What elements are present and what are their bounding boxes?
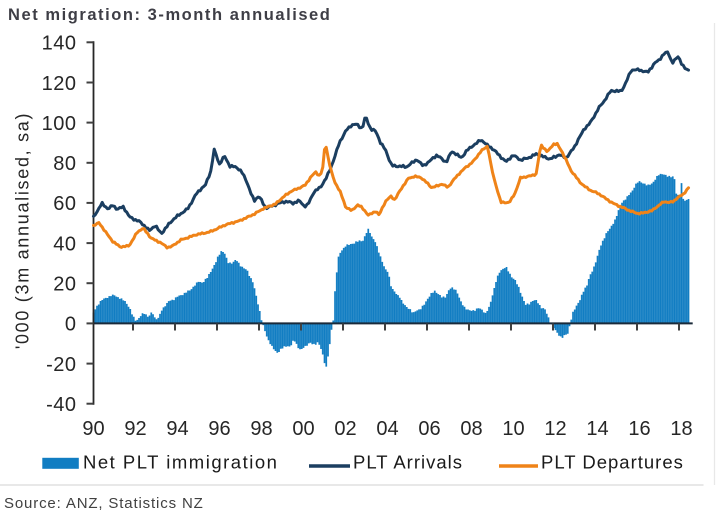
svg-text:'000 (3m annualised, sa): '000 (3m annualised, sa) [13,112,33,349]
svg-text:0: 0 [65,314,77,336]
svg-text:14: 14 [586,418,608,440]
svg-text:Source: ANZ, Statistics NZ: Source: ANZ, Statistics NZ [4,495,204,512]
svg-text:120: 120 [42,73,77,95]
svg-text:16: 16 [628,418,650,440]
svg-text:98: 98 [250,418,272,440]
svg-text:08: 08 [460,418,482,440]
svg-text:18: 18 [670,418,692,440]
svg-text:90: 90 [82,418,104,440]
svg-text:Net migration: 3-month annuali: Net migration: 3-month annualised [8,6,331,24]
svg-text:94: 94 [166,418,188,440]
svg-text:PLT Arrivals: PLT Arrivals [353,452,463,473]
svg-text:140: 140 [42,33,77,55]
svg-text:PLT Departures: PLT Departures [541,452,684,473]
svg-text:40: 40 [53,233,76,255]
svg-text:-20: -20 [46,354,76,376]
svg-text:00: 00 [292,418,314,440]
svg-text:12: 12 [544,418,566,440]
svg-text:100: 100 [42,113,77,135]
svg-text:92: 92 [124,418,146,440]
svg-text:04: 04 [376,418,398,440]
svg-text:06: 06 [418,418,440,440]
svg-text:Net PLT immigration: Net PLT immigration [83,452,278,473]
svg-text:02: 02 [334,418,356,440]
svg-text:96: 96 [208,418,230,440]
svg-text:10: 10 [502,418,524,440]
svg-text:-40: -40 [46,394,76,416]
svg-text:60: 60 [53,193,76,215]
svg-text:20: 20 [53,274,76,296]
svg-text:80: 80 [53,153,76,175]
